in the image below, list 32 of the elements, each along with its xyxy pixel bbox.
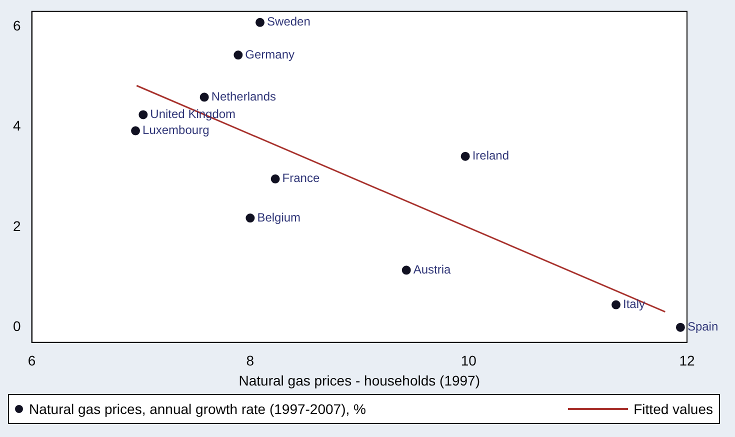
annotation: Luxembourg bbox=[142, 123, 210, 138]
x-tick-label: 12 bbox=[679, 352, 695, 369]
annotation: Italy bbox=[623, 297, 646, 312]
point bbox=[612, 300, 621, 310]
point bbox=[234, 50, 243, 60]
annotation: Austria bbox=[413, 262, 452, 276]
point bbox=[402, 266, 411, 275]
x-tick-label: 6 bbox=[28, 352, 36, 369]
point bbox=[270, 174, 280, 184]
annotation: Germany bbox=[245, 47, 295, 62]
legend-label: Natural gas prices, annual growth rate (1997-2007), % bbox=[29, 401, 366, 417]
annotation: Ireland bbox=[472, 148, 510, 163]
annotation: Belgium bbox=[257, 210, 301, 224]
legend-label: Fitted values bbox=[634, 401, 713, 417]
x-tick-label: 10 bbox=[460, 352, 477, 369]
y-tick-label: 4 bbox=[12, 118, 21, 134]
point bbox=[200, 92, 209, 102]
annotation: France bbox=[282, 171, 320, 186]
y-tick-label: 2 bbox=[12, 218, 21, 234]
point bbox=[256, 18, 265, 27]
y-tick-label: 0 bbox=[12, 318, 21, 334]
point bbox=[676, 322, 685, 332]
point bbox=[138, 110, 148, 120]
annotation: Netherlands bbox=[211, 89, 276, 104]
point bbox=[460, 152, 470, 161]
annotation: Sweden bbox=[267, 14, 310, 29]
point bbox=[246, 214, 255, 223]
annotation: Spain bbox=[687, 320, 718, 334]
y-tick-label: 6 bbox=[12, 17, 21, 34]
point bbox=[131, 126, 140, 136]
x-axis-title: Natural gas prices - households (1997) bbox=[238, 372, 480, 388]
x-tick-label: 8 bbox=[246, 352, 254, 369]
